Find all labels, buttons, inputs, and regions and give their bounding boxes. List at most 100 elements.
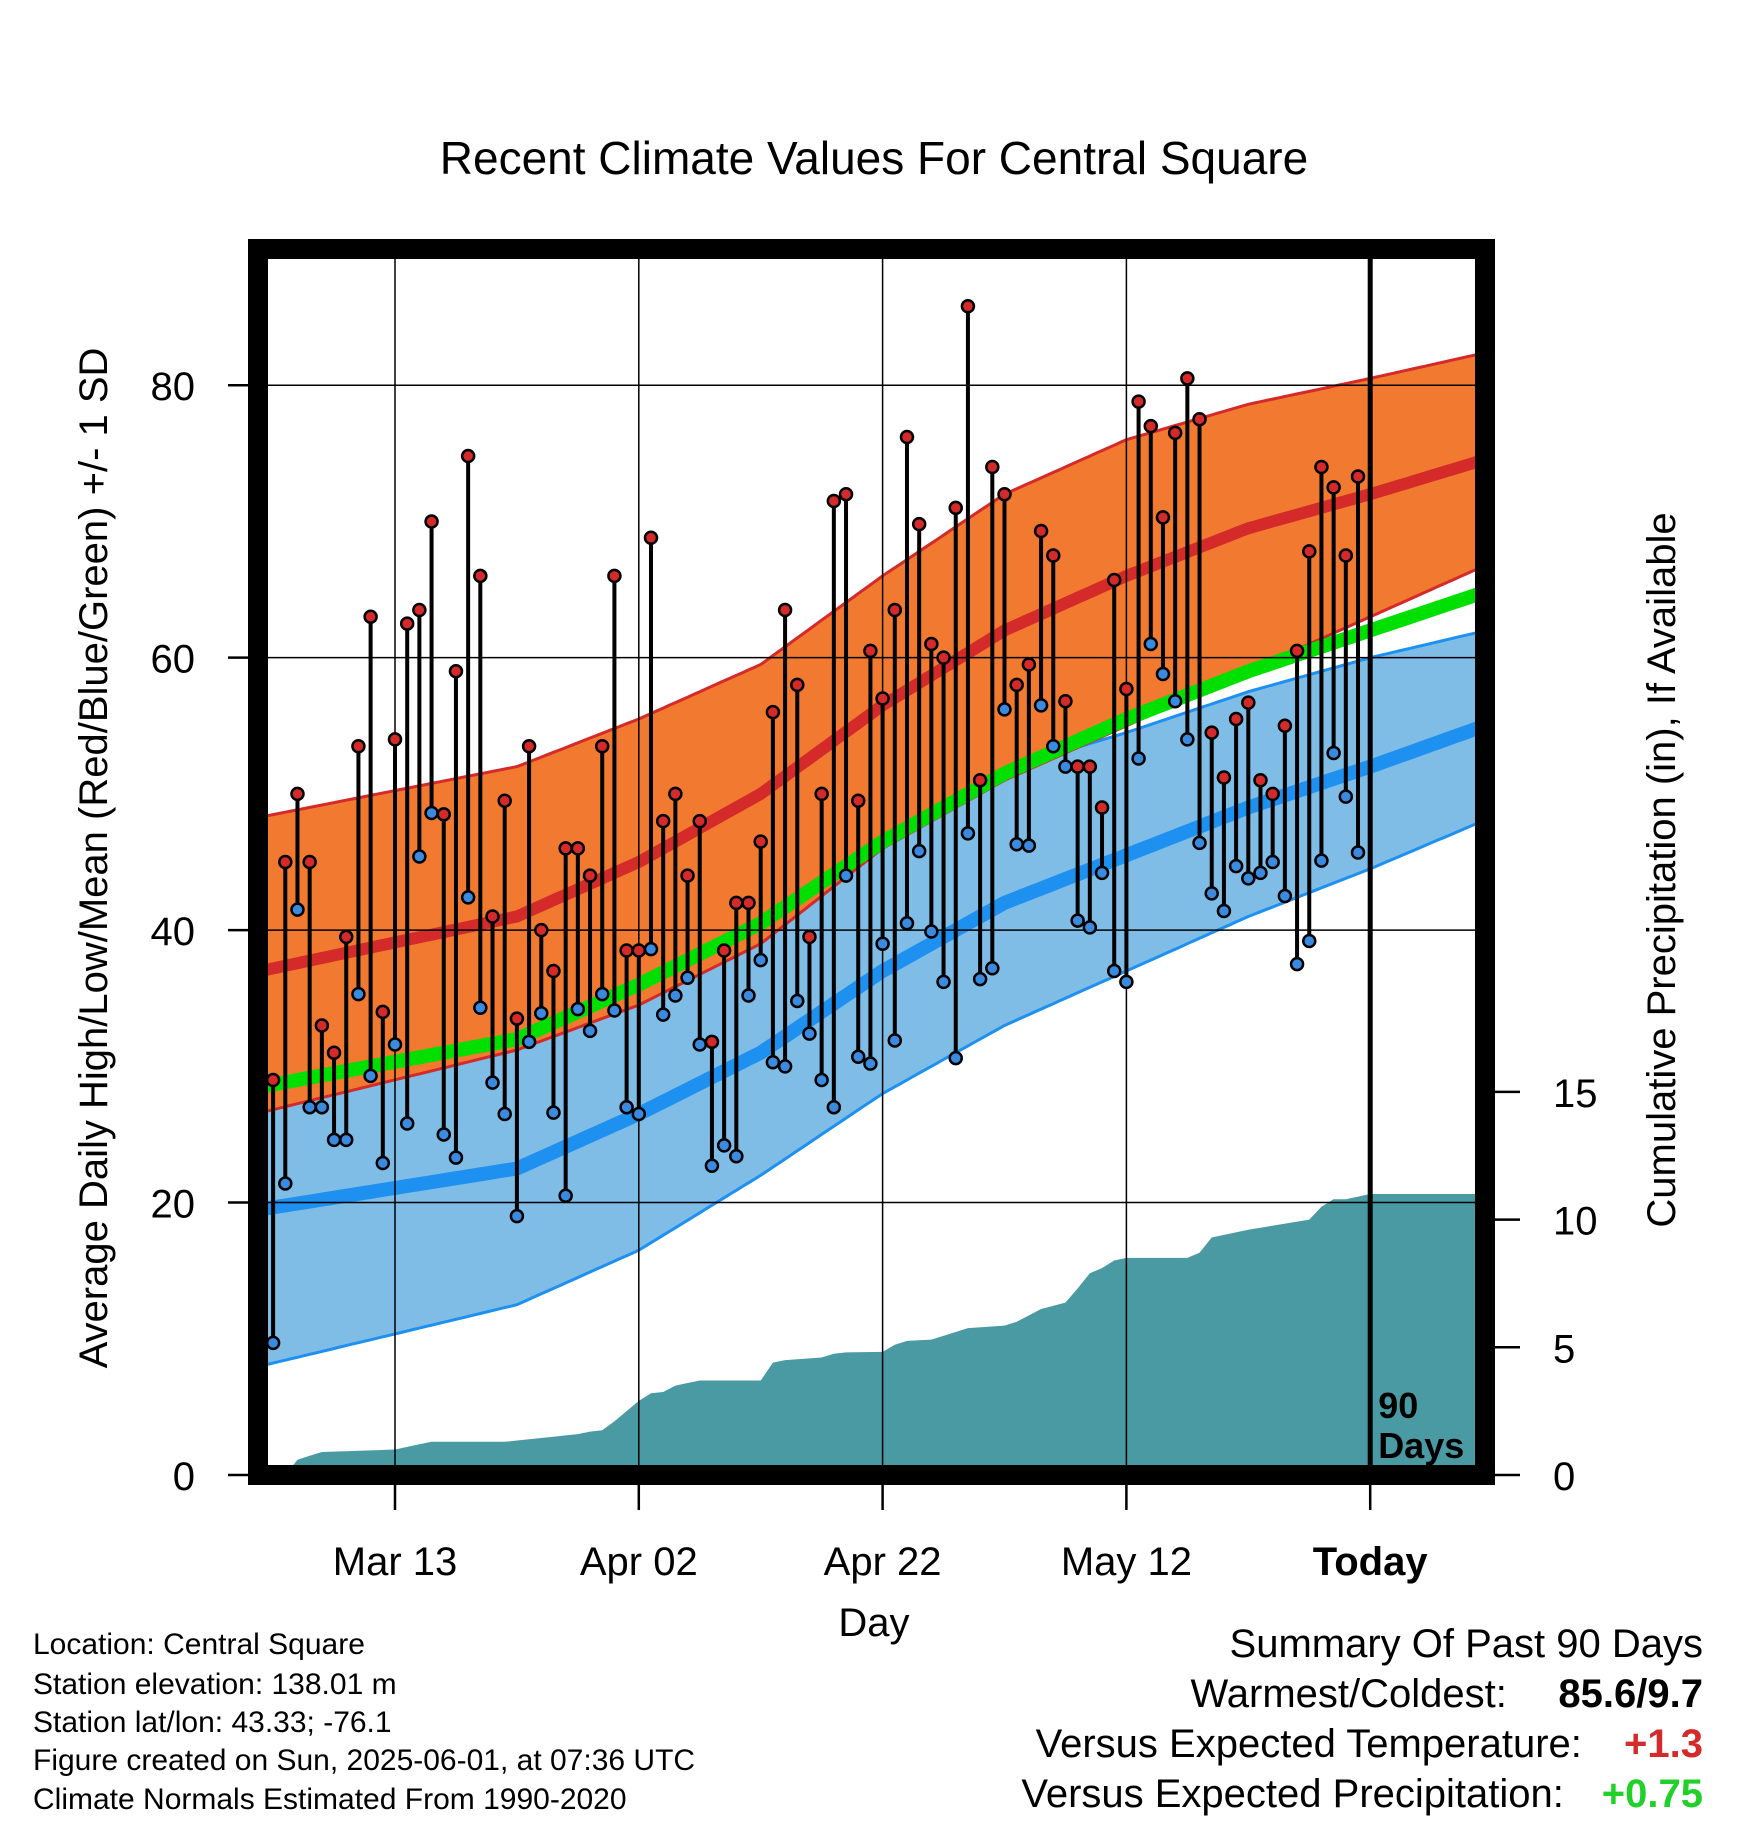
observed-high-point [314,1018,330,1033]
observed-low-point [924,924,939,939]
precip-cumulative-area [260,1194,1493,1475]
summary-temp-value: +1.3 [1624,1722,1703,1766]
observed-high-point [765,704,781,720]
observed-low-point [1082,920,1098,935]
observed-high-point [1094,800,1110,815]
summary-warmest-value: 85.6/9.7 [1558,1672,1703,1716]
observed-low-point [911,843,927,859]
precipitation-area [260,1194,1493,1475]
observed-low-point [985,961,1000,976]
observed-high-point [1204,725,1219,740]
observed-low-point [631,1106,647,1122]
summary-temp-row: Versus Expected Temperature: +1.3 [1036,1722,1703,1767]
observed-low-point [387,1037,403,1052]
observed-high-point [1338,548,1354,563]
observed-high-point [351,738,366,754]
observed-low-point [1265,854,1280,870]
observed-high-point [850,793,866,808]
observed-high-point [1046,548,1061,563]
observed-low-point [1180,732,1195,747]
observed-low-point [1241,871,1256,886]
observed-high-point [290,786,305,802]
observed-high-point [424,514,439,529]
observed-low-point [619,1099,634,1115]
observed-low-point [1119,974,1134,990]
observed-low-point [1021,838,1037,853]
observed-low-point [594,986,610,1002]
observed-high-point [338,929,354,945]
observed-low-point [1253,865,1268,881]
observed-high-point [899,429,915,445]
observed-values [265,298,1366,1351]
observed-high-point [826,493,842,509]
x-tick-label: Mar 13 [333,1540,458,1584]
observed-high-point [790,677,805,693]
observed-low-point [741,988,756,1003]
observed-high-point [1143,418,1159,434]
observed-high-point [655,813,671,829]
observed-high-point [1228,711,1244,727]
observed-high-point [972,773,988,788]
summary-precip-row: Versus Expected Precipitation: +0.75 [1021,1772,1703,1817]
observed-low-point [729,1148,744,1164]
observed-low-point [1046,738,1061,754]
observed-high-point [436,807,452,822]
observed-high-point [777,602,793,618]
high-band-upper-edge [260,349,1493,819]
x-axis-label: Day [838,1601,909,1645]
high-normal-line [259,451,1494,977]
y2-axis-label: Cumulative Precipitation (in), If Availa… [1640,512,1684,1227]
observed-low-point [863,1056,878,1071]
observed-high-point [716,943,732,958]
observed-high-point [607,568,622,584]
x-tick-label: Apr 02 [580,1540,698,1584]
observed-low-point [278,1176,293,1191]
observed-low-point [534,1005,549,1021]
observed-low-point [582,1023,598,1039]
observed-low-point [936,974,951,990]
footer-location: Location: Central Square [33,1628,365,1661]
observed-low-point [716,1138,732,1153]
observed-high-point [1082,759,1098,774]
observed-low-point [1204,886,1219,901]
observed-low-point [838,868,854,883]
observed-high-point [838,486,854,502]
observed-high-point [680,868,695,883]
observed-high-point [741,895,756,911]
observed-high-point [692,813,707,829]
observed-high-point [1021,657,1037,672]
observed-low-point [704,1158,720,1174]
observed-low-point [668,988,683,1003]
observed-high-point [594,738,610,754]
observed-low-point [753,952,768,968]
observed-high-point [668,786,683,802]
y-tick-label: 60 [151,638,196,682]
observed-low-point [790,993,805,1009]
observed-low-point [1192,835,1207,851]
low-normal-band [260,629,1493,1366]
observed-low-point [1167,694,1183,709]
observed-high-point [1289,643,1305,659]
observed-low-point [887,1033,903,1048]
observed-high-point [1009,677,1024,693]
observed-high-point [387,732,403,747]
y-tick-label: 20 [151,1183,196,1227]
observed-high-point [1131,394,1146,409]
observed-low-point [1228,858,1244,874]
observed-low-point [1131,751,1146,766]
observed-high-point [534,922,549,938]
observed-low-point [436,1127,452,1142]
observed-low-point [1094,865,1110,881]
summary-warmest-label: Warmest/Coldest: [1190,1672,1507,1716]
observed-high-point [1070,759,1085,774]
observed-high-point [875,691,890,706]
observed-high-point [1192,412,1207,427]
observed-low-point [375,1155,391,1171]
observed-high-point [997,486,1012,502]
observed-high-point [619,943,634,958]
observed-high-point [704,1034,720,1050]
observed-low-point [509,1208,525,1224]
observed-high-point [1241,695,1256,710]
